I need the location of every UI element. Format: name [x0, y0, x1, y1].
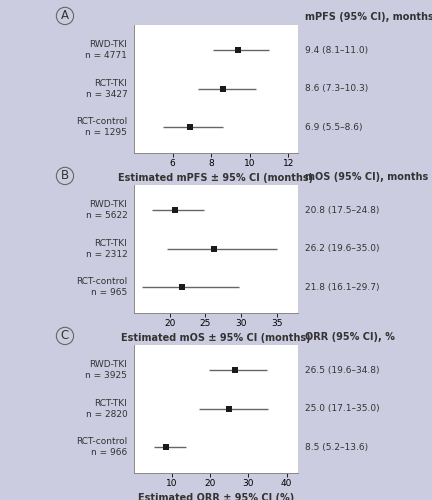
Text: 25.0 (17.1–35.0): 25.0 (17.1–35.0)	[305, 404, 379, 413]
Text: mOS (95% CI), months: mOS (95% CI), months	[305, 172, 428, 182]
X-axis label: Estimated mOS ± 95% CI (months): Estimated mOS ± 95% CI (months)	[121, 332, 311, 342]
Text: RCT-control
n = 1295: RCT-control n = 1295	[76, 118, 127, 138]
Text: B: B	[61, 170, 69, 182]
Text: 26.5 (19.6–34.8): 26.5 (19.6–34.8)	[305, 366, 379, 374]
Text: RCT-control
n = 965: RCT-control n = 965	[76, 278, 127, 297]
Text: RCT-TKI
n = 3427: RCT-TKI n = 3427	[86, 78, 127, 99]
Text: 20.8 (17.5–24.8): 20.8 (17.5–24.8)	[305, 206, 379, 214]
X-axis label: Estimated mPFS ± 95% CI (months): Estimated mPFS ± 95% CI (months)	[118, 172, 314, 182]
Text: RCT-control
n = 966: RCT-control n = 966	[76, 438, 127, 458]
Text: 26.2 (19.6–35.0): 26.2 (19.6–35.0)	[305, 244, 379, 253]
Text: ORR (95% CI), %: ORR (95% CI), %	[305, 332, 394, 342]
Text: RCT-TKI
n = 2820: RCT-TKI n = 2820	[86, 398, 127, 419]
Text: RCT-TKI
n = 2312: RCT-TKI n = 2312	[86, 238, 127, 259]
Text: 6.9 (5.5–8.6): 6.9 (5.5–8.6)	[305, 123, 362, 132]
Text: RWD-TKI
n = 5622: RWD-TKI n = 5622	[86, 200, 127, 220]
Text: RWD-TKI
n = 3925: RWD-TKI n = 3925	[86, 360, 127, 380]
Text: 21.8 (16.1–29.7): 21.8 (16.1–29.7)	[305, 283, 379, 292]
Text: mPFS (95% CI), months: mPFS (95% CI), months	[305, 12, 432, 22]
Text: C: C	[61, 330, 69, 342]
X-axis label: Estimated ORR ± 95% CI (%): Estimated ORR ± 95% CI (%)	[138, 492, 294, 500]
Text: 8.5 (5.2–13.6): 8.5 (5.2–13.6)	[305, 443, 368, 452]
Text: 9.4 (8.1–11.0): 9.4 (8.1–11.0)	[305, 46, 368, 54]
Text: RWD-TKI
n = 4771: RWD-TKI n = 4771	[86, 40, 127, 60]
Text: 8.6 (7.3–10.3): 8.6 (7.3–10.3)	[305, 84, 368, 93]
Text: A: A	[61, 10, 69, 22]
